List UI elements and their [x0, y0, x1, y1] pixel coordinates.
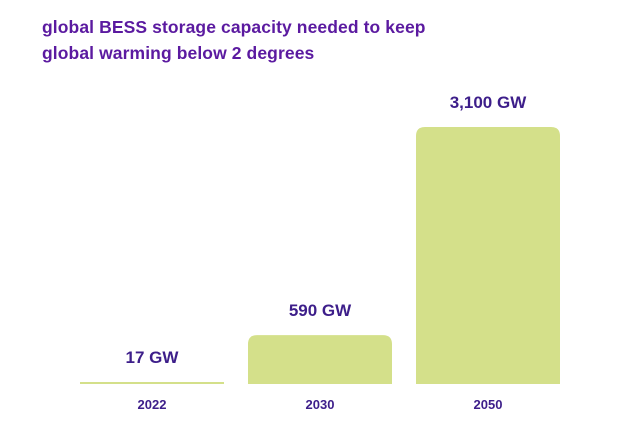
chart-title: global BESS storage capacity needed to k…	[42, 17, 426, 63]
x-tick-label-2050: 2050	[474, 397, 503, 412]
data-label-2050: 3,100 GW	[450, 93, 527, 112]
data-label-2022: 17 GW	[126, 348, 180, 367]
x-tick-label-2030: 2030	[306, 397, 335, 412]
bar-2022	[80, 382, 224, 384]
x-tick-label-2022: 2022	[138, 397, 167, 412]
bar-2030	[248, 335, 392, 384]
data-label-2030: 590 GW	[289, 301, 352, 320]
bar-2050	[416, 127, 560, 384]
